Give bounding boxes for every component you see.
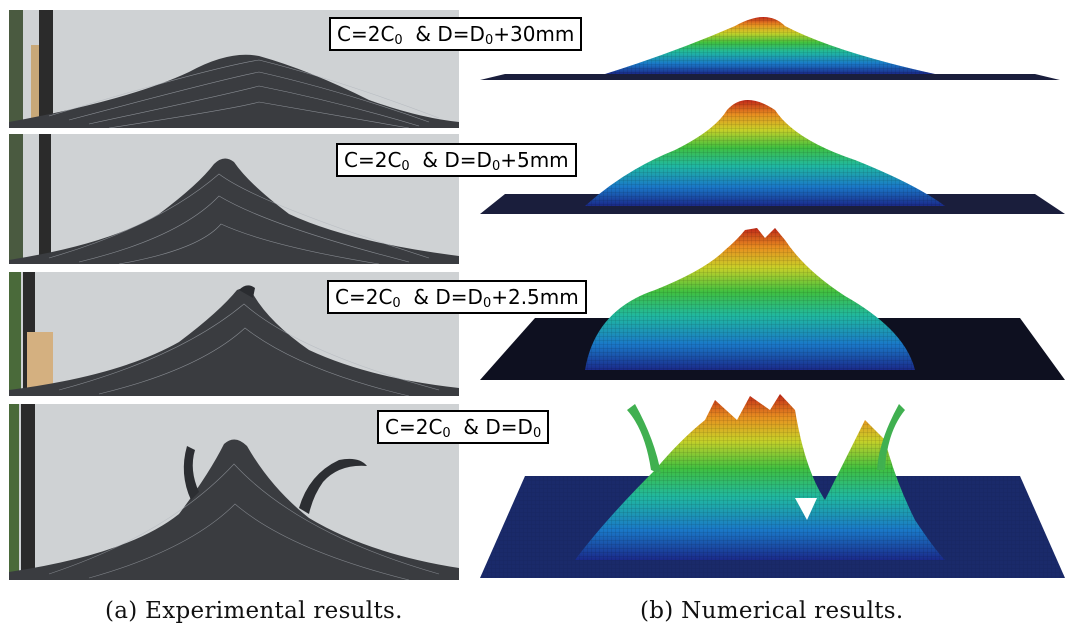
numerical-result-4 <box>480 394 1065 578</box>
condition-c-subscript: 0 <box>442 426 451 441</box>
condition-label-3: C=2C0 & D=D0+2.5mm <box>327 280 587 314</box>
condition-c: C=2C <box>344 148 402 172</box>
condition-d-subscript: 0 <box>484 33 494 48</box>
condition-c: C=2C <box>337 22 395 46</box>
caption-experimental: (a) Experimental results. <box>105 598 403 624</box>
condition-d-suffix: +30mm <box>493 22 575 46</box>
numerical-figure <box>480 17 1065 578</box>
condition-d: D=D <box>435 285 483 309</box>
condition-d: D=D <box>437 22 485 46</box>
condition-d-subscript: 0 <box>482 296 492 311</box>
experimental-photo-2 <box>9 134 459 264</box>
condition-label-1: C=2C0 & D=D0+30mm <box>329 17 583 51</box>
condition-d-suffix: +5mm <box>500 148 569 172</box>
condition-label-4: C=2C0 & D=D0 <box>377 410 550 444</box>
condition-c: C=2C <box>385 415 443 439</box>
condition-d-subscript: 0 <box>532 426 542 441</box>
numerical-result-3 <box>480 228 1065 380</box>
condition-d: D=D <box>485 415 533 439</box>
condition-c-subscript: 0 <box>392 296 401 311</box>
condition-c: C=2C <box>335 285 393 309</box>
numerical-result-1 <box>480 17 1060 80</box>
condition-d: D=D <box>444 148 492 172</box>
condition-c-subscript: 0 <box>394 33 403 48</box>
caption-numerical: (b) Numerical results. <box>640 598 904 624</box>
condition-c-subscript: 0 <box>401 159 410 174</box>
numerical-result-2 <box>480 100 1065 214</box>
condition-label-2: C=2C0 & D=D0+5mm <box>336 143 577 177</box>
condition-d-subscript: 0 <box>491 159 501 174</box>
condition-d-suffix: +2.5mm <box>491 285 579 309</box>
experimental-photo-3 <box>9 272 459 396</box>
